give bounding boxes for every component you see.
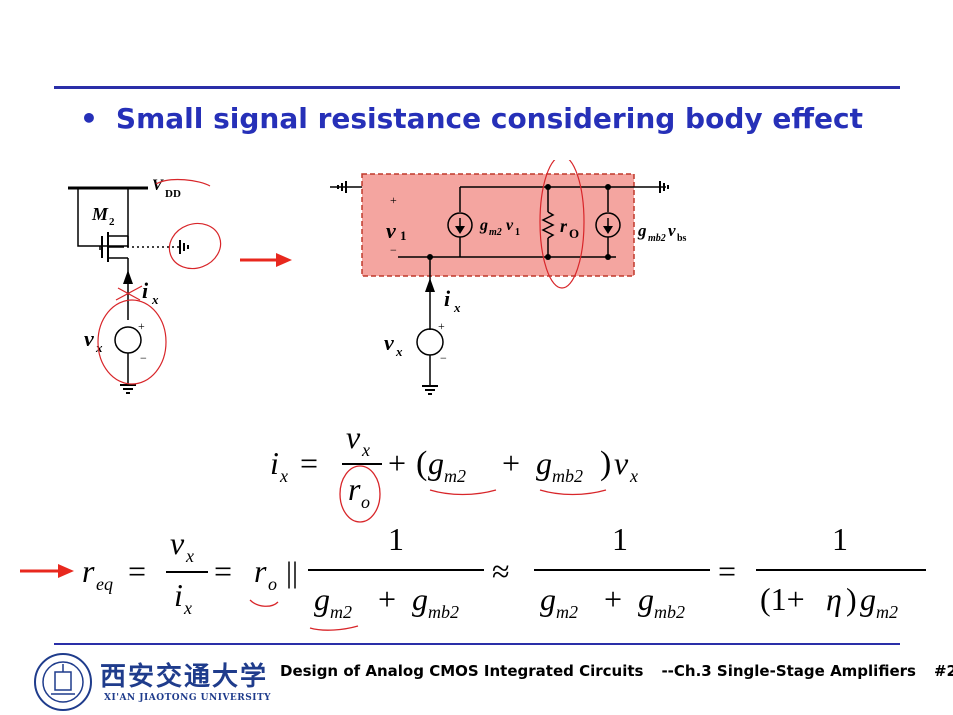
eq1-num-sub: x (361, 440, 370, 460)
eq2-frac4-eta: η (826, 581, 842, 617)
vdd-label: V (152, 177, 164, 194)
left-circuit: V DD M 2 i x + − v x (68, 177, 222, 394)
eq2-frac1-num-sub: x (185, 546, 194, 566)
eq2-frac2-num: 1 (388, 521, 404, 557)
bottom-divider (54, 643, 900, 645)
gmb-label: g (637, 221, 647, 240)
eq2-frac4-num: 1 (832, 521, 848, 557)
vx-sub: x (95, 340, 103, 355)
v1-sub: 1 (400, 228, 407, 243)
eq1-g2: g (536, 445, 552, 481)
eq2-frac2-g2-sub: mb2 (428, 602, 459, 622)
university-seal-icon (34, 653, 92, 711)
vx-label: v (84, 326, 94, 351)
eq2-frac1-num: v (170, 525, 185, 561)
gmb-var-sub: bs (677, 233, 687, 244)
slide-title: • Small signal resistance considering bod… (80, 102, 863, 135)
gm-var: v (506, 217, 514, 234)
eq2-frac4-g3-sub: m2 (876, 602, 898, 622)
gmb-var: v (668, 221, 676, 240)
eq2-frac3-plus: + (604, 581, 622, 617)
eq1-paren-close: ) (600, 445, 611, 482)
ss-vx-sub: x (395, 344, 403, 359)
eq2-frac3-g1: g (540, 581, 556, 617)
eq1-den: r (348, 471, 361, 507)
vs-plus: + (138, 319, 145, 333)
eq1-g2-sub: mb2 (552, 466, 583, 486)
eq2-frac2-g1-sub: m2 (330, 602, 352, 622)
eq2-frac3-g2: g (638, 581, 654, 617)
equation-req: r eq = v x i x = r o || 1 g m2 + g mb2 ≈… (20, 521, 926, 631)
vs-minus: − (140, 351, 147, 365)
ix-sub: x (151, 292, 159, 307)
eq2-frac1-den-sub: x (183, 598, 192, 618)
eq2-equals2: = (214, 553, 232, 589)
eq1-den-sub: o (361, 492, 370, 512)
footer: Design of Analog CMOS Integrated Circuit… (280, 662, 953, 680)
ss-ix-label: i (444, 286, 451, 311)
eq2-frac3-num: 1 (612, 521, 628, 557)
chapter-title: --Ch.3 Single-Stage Amplifiers (661, 662, 916, 680)
title-text: Small signal resistance considering body… (115, 102, 864, 135)
vdd-sub: DD (165, 188, 181, 200)
course-title: Design of Analog CMOS Integrated Circuit… (280, 662, 644, 680)
eq1-plus: + (388, 445, 406, 481)
eq1-vx: v (614, 445, 629, 481)
eq1-lhs: i (270, 445, 279, 481)
gm-label: g (479, 217, 488, 234)
gmb-sub: mb2 (648, 233, 666, 244)
ix-label: i (142, 278, 149, 303)
page-number: #27 of 92 (933, 662, 953, 680)
eq2-frac3-g1-sub: m2 (556, 602, 578, 622)
eq1-equals: = (300, 445, 318, 481)
v1-minus: − (390, 243, 397, 257)
eq2-equals1: = (128, 553, 146, 589)
eq2-frac4-prefix: (1+ (760, 581, 805, 617)
ss-vx-label: v (384, 330, 394, 355)
eq1-plus2: + (502, 445, 520, 481)
eq2-frac2-g1: g (314, 581, 330, 617)
ss-vs-plus: + (438, 319, 445, 333)
m2-label: M (91, 204, 109, 224)
eq1-num: v (346, 419, 361, 455)
eq2-equals3: = (718, 553, 736, 589)
top-divider (54, 86, 900, 89)
eq2-frac3-g2-sub: mb2 (654, 602, 685, 622)
small-signal-circuit: + v 1 − g m2 v 1 r O g mb2 v bs (330, 160, 687, 395)
eq1-lhs-sub: x (279, 466, 288, 486)
eq2-lhs-sub: eq (96, 574, 113, 594)
ro-sub: O (569, 226, 579, 241)
gm-var-sub: 1 (515, 227, 520, 238)
transform-arrow (240, 253, 292, 267)
ro-label: r (560, 216, 568, 236)
bullet-icon: • (80, 102, 98, 135)
eq2-frac1-den: i (174, 577, 183, 613)
eq2-approx: ≈ (492, 553, 510, 589)
v1-label: v (386, 218, 396, 243)
eq1-g1: g (428, 445, 444, 481)
gm-sub: m2 (489, 227, 502, 238)
university-name-cn: 西安交通大学 (100, 662, 269, 692)
m2-sub: 2 (109, 216, 115, 228)
eq2-ro: r (254, 553, 267, 589)
eq2-lhs: r (82, 553, 95, 589)
ss-ix-sub: x (453, 300, 461, 315)
eq2-frac4-g3: g (860, 581, 876, 617)
eq1-g1-sub: m2 (444, 466, 466, 486)
eq1-vx-sub: x (629, 466, 638, 486)
eq2-frac4-suffix: ) (846, 581, 857, 617)
eq2-parallel: || (286, 556, 298, 589)
eq2-ro-sub: o (268, 574, 277, 594)
eq2-frac2-plus: + (378, 581, 396, 617)
eq1-paren-open: ( (416, 445, 427, 482)
equation-ix: i x = v x r o + ( g m2 + g mb2 ) v x (270, 419, 638, 523)
university-name-en: XI'AN JIAOTONG UNIVERSITY (104, 693, 272, 703)
ss-vs-minus: − (440, 351, 447, 365)
v1-plus: + (390, 193, 397, 207)
eq2-frac2-g2: g (412, 581, 428, 617)
